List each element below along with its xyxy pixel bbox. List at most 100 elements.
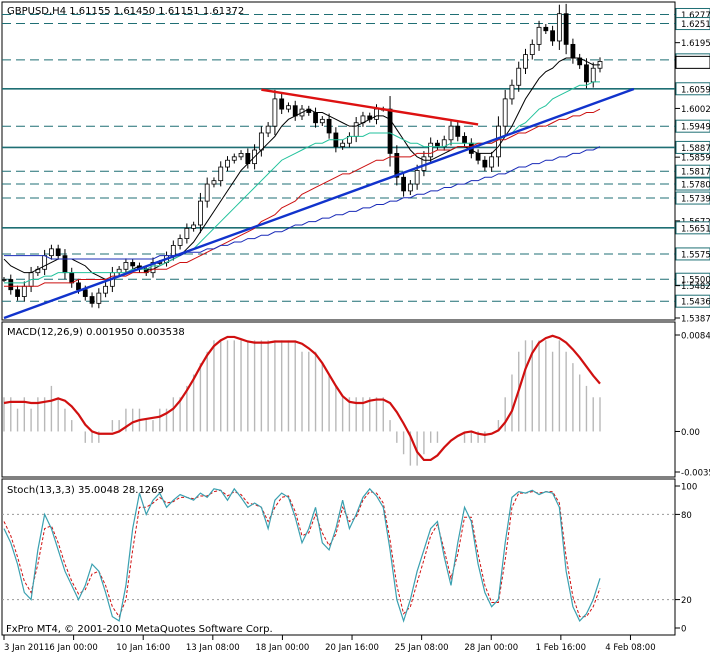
x-tick-label: 28 Jan 00:00 [464,643,518,653]
candle-body [55,248,61,257]
price-tick-label: 1.62777 [681,11,710,21]
price-level-label-box [675,191,710,205]
price-tick-label: 1.5387 [681,315,710,325]
price-tick-label: 1.57390 [681,195,710,205]
candle-body [42,255,48,270]
candle-body [502,98,508,127]
candle-body [211,180,217,185]
candle-body [428,142,434,158]
footer-copyright: FxPro MT4, © 2001-2010 MetaQuotes Softwa… [6,624,273,635]
candle-body [448,125,454,141]
candle-body [475,153,481,161]
candle-body [225,159,230,168]
candle-body [590,67,596,83]
stoch-main-line [3,487,601,623]
stoch-signal-line [3,489,601,618]
candle-body [218,166,224,182]
candle-body [455,125,461,137]
x-tick-label: 1 Feb 16:00 [536,643,586,653]
candle-body [414,170,420,185]
stoch-tick-label: 80 [681,511,692,521]
price-tick-label: 1.54363 [681,298,710,308]
x-tick-label: 3 Jan 2011 [4,643,50,653]
candle-body [170,245,176,257]
candle-body [529,43,535,55]
macd-tick-label: 0.00847 [681,332,710,342]
candle-body [1,279,7,281]
candle-body [96,292,102,304]
candle-body [62,255,68,274]
macd-label: MACD(12,26,9) 0.001950 0.003538 [7,327,185,338]
price-level-label-box [675,164,710,178]
candle-body [516,67,522,86]
symbol-header: GBPUSD,H4 1.61155 1.61450 1.61151 1.6137… [7,6,244,17]
last-price-box [675,55,710,69]
price-panel-frame [1,1,676,321]
candle-body [556,13,562,42]
candle-body [177,238,183,246]
candle-body [543,26,549,32]
price-level-label-box [675,17,710,31]
candle-body [8,279,14,291]
candle-body [319,118,325,124]
candle-body [150,262,156,274]
candle-body [279,98,285,110]
price-tick-label: 1.57802 [681,181,710,191]
candle-body [340,142,346,147]
candle-body [184,227,190,240]
price-level-label-box [675,294,710,308]
candle-body [82,289,88,297]
candle-body [536,26,542,45]
price-tick-label: 1.59499 [681,123,710,133]
candle-body [496,125,501,158]
macd-signal-line [3,334,601,462]
candle-body [238,153,244,158]
candle-body [286,105,291,110]
stoch-tick-label: 20 [681,596,692,606]
price-level-label-box [675,177,710,191]
candle-body [198,200,203,226]
candle-body [509,84,515,100]
candle-body [353,122,359,137]
price-tick-label: 1.58178 [681,168,710,178]
candle-body [116,268,122,274]
x-tick-label: 6 Jan 00:00 [49,643,97,653]
candle-body [204,183,210,202]
macd-tick-label: -0.00356 [681,469,710,479]
price-tick-label: 1.6002 [681,105,710,115]
price-tick-label: 1.5482 [681,282,710,292]
candle-body [123,262,129,270]
price-level-label-box [675,247,710,261]
x-tick-label: 4 Feb 08:00 [605,643,655,653]
candle-body [394,153,400,178]
candle-body [313,112,318,124]
candle-body [272,98,278,127]
price-level-label-box [675,119,710,133]
stoch-panel-frame [1,478,676,636]
candle-body [103,285,108,294]
price-tick-label: 1.56516 [681,224,710,234]
candle-body [550,30,555,42]
candle-body [326,118,332,134]
price-tick-label: 1.5859 [681,154,710,164]
candle-body [435,142,440,147]
price-level-label-box [675,221,710,235]
candle-body [89,296,95,304]
candle-body [130,262,136,267]
price-level-label-box [675,140,710,154]
price-level-label-box [675,272,710,286]
x-tick-label: 20 Jan 16:00 [325,643,379,653]
x-tick-label: 10 Jan 16:00 [116,643,170,653]
price-tick-label: 1.55750 [681,250,710,260]
candle-body [462,135,467,144]
moving-average-line-3 [4,146,601,260]
candle-body [265,125,271,134]
candle-body [489,156,495,168]
price-tick-label: 1.58876 [681,144,710,154]
moving-average-line-0 [3,57,600,280]
moving-average-line-2 [4,108,601,287]
x-tick-label: 18 Jan 00:00 [256,643,310,653]
